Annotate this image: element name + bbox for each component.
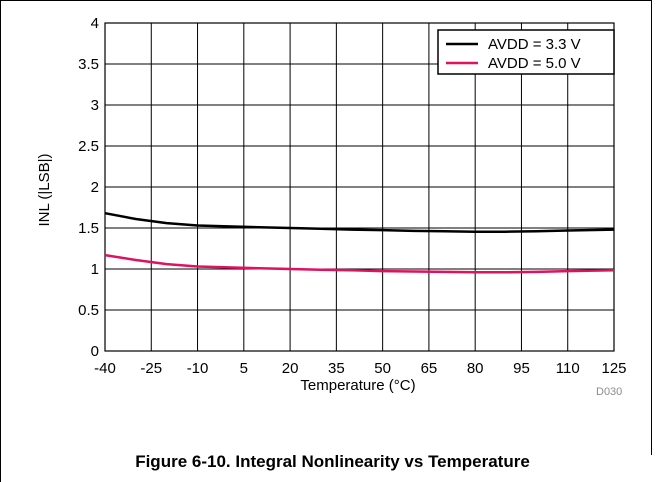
y-tick-label: 3.5 <box>78 56 99 73</box>
x-tick-label: 95 <box>513 360 530 377</box>
figure-code: D030 <box>596 386 623 398</box>
inl-vs-temperature-chart: -40 -25 -10 5 20 35 50 65 80 95 110 125 0 0.5 1 1.5 2 2.… <box>36 15 627 394</box>
x-tick-label: -10 <box>187 360 209 377</box>
legend-label-avdd-3-3v: AVDD = 3.3 V <box>488 36 581 53</box>
x-tick-label: 110 <box>556 360 580 377</box>
legend: AVDD = 3.3 V AVDD = 5.0 V <box>437 29 615 75</box>
x-tick-label: 65 <box>421 360 438 377</box>
x-tick-label: 35 <box>328 360 345 377</box>
x-axis-label: Temperature (°C) <box>300 377 415 394</box>
y-tick-label: 2 <box>91 179 99 196</box>
y-tick-label: 4 <box>91 15 99 32</box>
x-tick-label: -40 <box>94 360 116 377</box>
plot-area-border <box>104 22 615 352</box>
series-line-1 <box>104 253 615 274</box>
series-layer <box>104 211 615 274</box>
x-tick-labels: -40 -25 -10 5 20 35 50 65 80 95 110 125 <box>94 360 626 377</box>
y-tick-label: 2.5 <box>78 138 99 155</box>
x-tick-label: 125 <box>601 360 626 377</box>
x-tick-label: 50 <box>374 360 391 377</box>
series-line-0 <box>104 211 615 233</box>
frame-left-border <box>0 0 1 482</box>
x-tick-label: 5 <box>240 360 248 377</box>
x-tick-label: -25 <box>140 360 162 377</box>
frame-right-border <box>651 0 652 455</box>
y-tick-labels: 0 0.5 1 1.5 2 2.5 3 3.5 4 <box>78 15 99 360</box>
frame-top-border <box>0 0 652 1</box>
x-tick-label: 80 <box>467 360 484 377</box>
y-axis-label: INL (|LSB|) <box>36 153 53 226</box>
figure-caption: Figure 6-10. Integral Nonlinearity vs Te… <box>135 452 530 471</box>
y-tick-label: 0.5 <box>78 302 99 319</box>
x-tick-label: 20 <box>282 360 299 377</box>
y-tick-label: 0 <box>91 343 99 360</box>
y-tick-label: 1.5 <box>78 220 99 237</box>
legend-label-avdd-5-0v: AVDD = 5.0 V <box>488 55 581 72</box>
y-tick-label: 1 <box>91 261 99 278</box>
y-tick-label: 3 <box>91 97 99 114</box>
legend-box <box>437 29 615 75</box>
